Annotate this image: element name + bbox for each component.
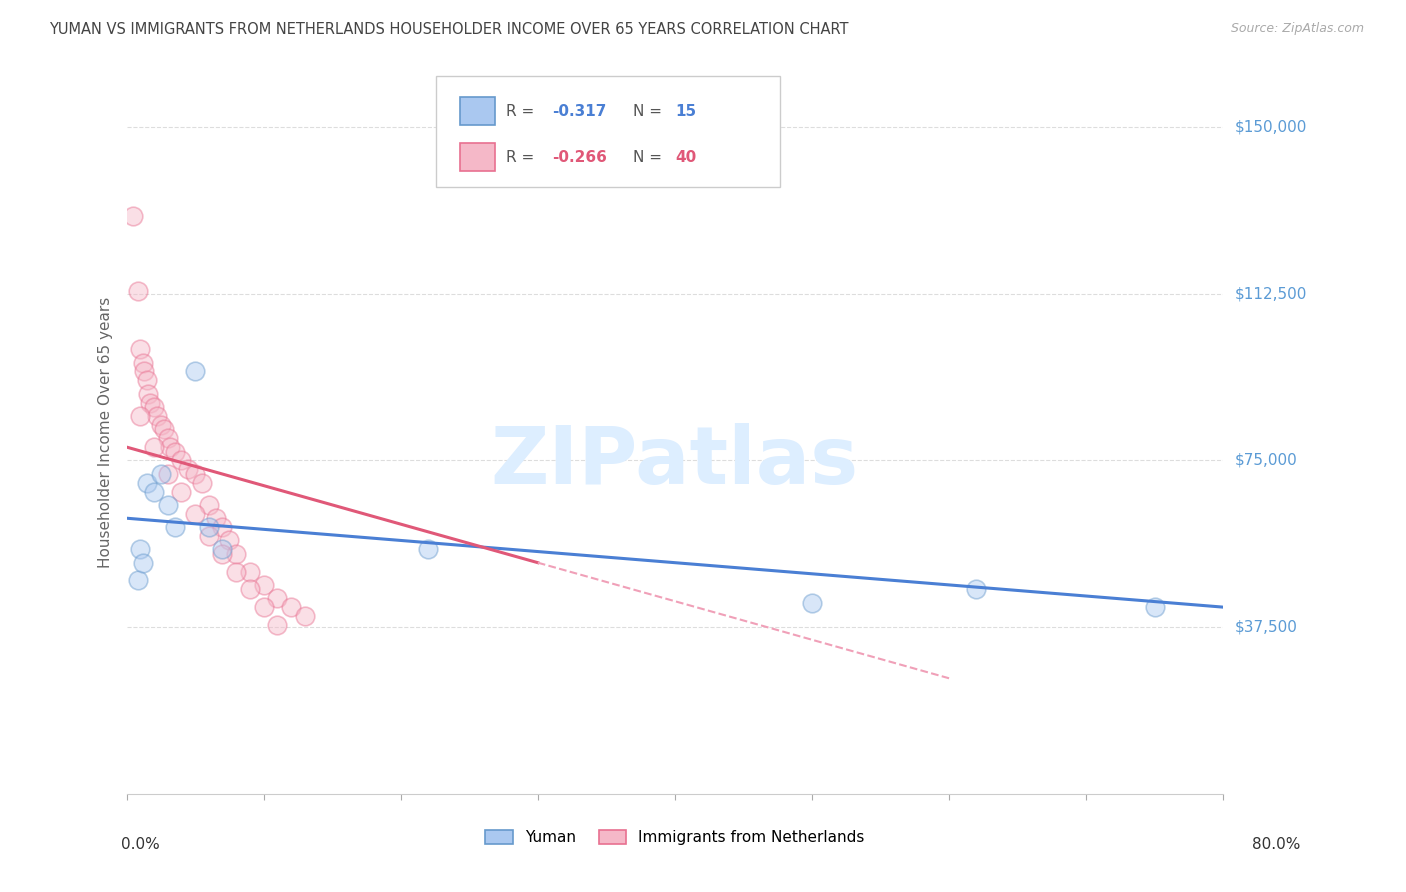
Point — [225, 547, 247, 561]
Text: $150,000: $150,000 — [1234, 120, 1306, 135]
Text: R =: R = — [506, 150, 540, 165]
Point — [156, 431, 179, 445]
Text: 80.0%: 80.0% — [1251, 838, 1301, 852]
Text: ZIPatlas: ZIPatlas — [491, 423, 859, 500]
Point — [191, 475, 214, 490]
Point — [184, 507, 207, 521]
Text: Source: ZipAtlas.com: Source: ZipAtlas.com — [1230, 22, 1364, 36]
Point — [965, 582, 987, 597]
Point — [159, 440, 181, 454]
Point — [163, 444, 186, 458]
Point — [143, 440, 166, 454]
Point — [294, 609, 316, 624]
Point — [132, 556, 155, 570]
Point — [197, 498, 219, 512]
Point — [177, 462, 200, 476]
Point — [145, 409, 167, 423]
Point — [253, 600, 276, 615]
Text: -0.266: -0.266 — [553, 150, 607, 165]
Legend: Yuman, Immigrants from Netherlands: Yuman, Immigrants from Netherlands — [479, 823, 870, 851]
Point — [122, 209, 145, 223]
Point — [225, 565, 247, 579]
Point — [143, 484, 166, 499]
Point — [204, 511, 226, 525]
Point — [801, 596, 824, 610]
Point — [239, 565, 262, 579]
Point — [134, 364, 156, 378]
Point — [129, 542, 152, 557]
Point — [156, 467, 179, 481]
Text: YUMAN VS IMMIGRANTS FROM NETHERLANDS HOUSEHOLDER INCOME OVER 65 YEARS CORRELATIO: YUMAN VS IMMIGRANTS FROM NETHERLANDS HOU… — [49, 22, 849, 37]
Point — [152, 422, 174, 436]
Point — [149, 417, 172, 432]
Text: 15: 15 — [675, 103, 696, 119]
Point — [143, 400, 166, 414]
Point — [197, 520, 219, 534]
Text: 0.0%: 0.0% — [121, 838, 160, 852]
Text: $75,000: $75,000 — [1234, 453, 1298, 468]
Point — [266, 618, 288, 632]
Point — [197, 529, 219, 543]
Text: 40: 40 — [675, 150, 696, 165]
Text: N =: N = — [633, 150, 666, 165]
Point — [239, 582, 262, 597]
Point — [211, 542, 233, 557]
Point — [170, 453, 193, 467]
Point — [184, 364, 207, 378]
Point — [149, 467, 172, 481]
Point — [156, 498, 179, 512]
Point — [132, 355, 155, 369]
Point — [184, 467, 207, 481]
Point — [127, 285, 149, 299]
Point — [136, 373, 159, 387]
Point — [138, 386, 160, 401]
Text: R =: R = — [506, 103, 540, 119]
Point — [253, 578, 276, 592]
Text: $112,500: $112,500 — [1234, 286, 1306, 301]
Point — [211, 547, 233, 561]
Point — [129, 343, 152, 357]
Point — [266, 591, 288, 606]
Point — [416, 542, 439, 557]
Point — [211, 520, 233, 534]
Point — [280, 600, 302, 615]
Point — [163, 520, 186, 534]
Point — [218, 533, 240, 548]
Point — [136, 475, 159, 490]
Y-axis label: Householder Income Over 65 years: Householder Income Over 65 years — [97, 297, 112, 568]
Point — [170, 484, 193, 499]
Point — [127, 574, 149, 588]
Text: N =: N = — [633, 103, 666, 119]
Point — [139, 395, 162, 409]
Point — [129, 409, 152, 423]
Point — [1143, 600, 1166, 615]
Text: $37,500: $37,500 — [1234, 620, 1298, 634]
Text: -0.317: -0.317 — [553, 103, 607, 119]
